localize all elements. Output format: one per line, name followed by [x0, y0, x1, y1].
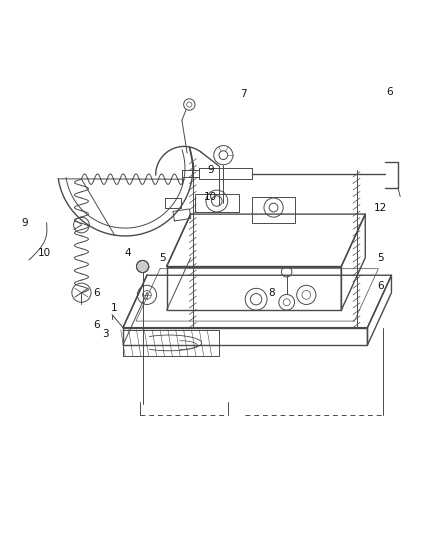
Text: 5: 5	[159, 253, 166, 263]
Text: 3: 3	[102, 329, 109, 339]
Text: 10: 10	[38, 248, 51, 259]
Text: 6: 6	[93, 288, 100, 298]
Text: 6: 6	[377, 281, 384, 291]
Text: 10: 10	[204, 192, 217, 201]
Bar	[195, 195, 239, 212]
Text: 8: 8	[268, 288, 275, 298]
Text: 9: 9	[207, 165, 214, 175]
Text: 6: 6	[386, 87, 392, 97]
Bar	[252, 197, 295, 223]
Text: 1: 1	[111, 303, 117, 313]
Text: 7: 7	[240, 89, 246, 99]
Circle shape	[137, 261, 149, 272]
Text: 4: 4	[124, 248, 131, 259]
Text: 12: 12	[374, 203, 387, 213]
Text: 9: 9	[21, 218, 28, 228]
Text: 5: 5	[377, 253, 384, 263]
Text: 6: 6	[93, 320, 100, 330]
